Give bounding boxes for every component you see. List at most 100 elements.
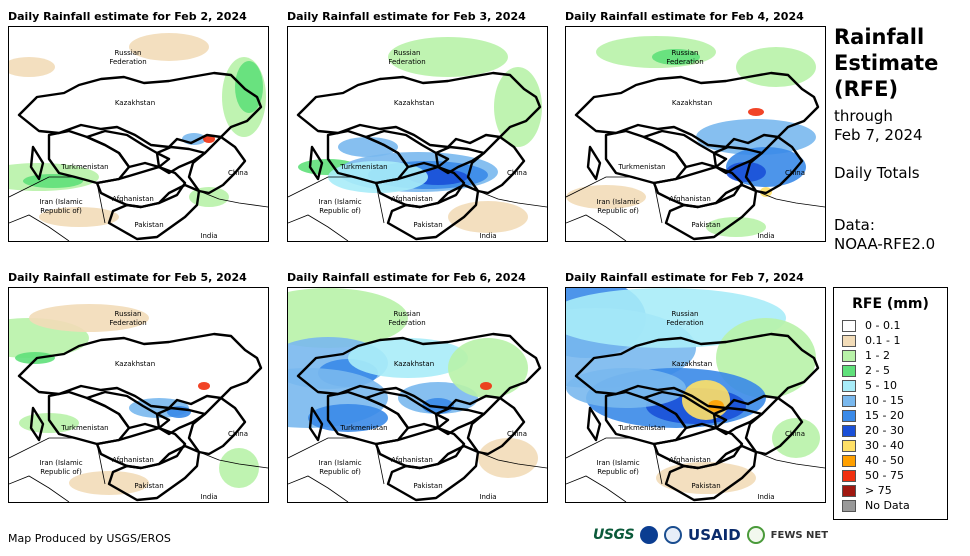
kazakhstan-border [296,332,542,410]
iran-border [9,437,106,485]
caspian-border [586,406,602,442]
rainfall-area [15,352,55,364]
rainfall-area [494,67,542,147]
label-iran: Republic of) [40,468,82,476]
panel-title: Daily Rainfall estimate for Feb 7, 2024 [565,271,804,284]
panel-title: Daily Rainfall estimate for Feb 4, 2024 [565,10,804,23]
afghanistan-border [652,165,744,209]
label-kazakhstan: Kazakhstan [672,99,712,107]
legend-label: 20 - 30 [865,424,904,437]
label-russia: Russian [115,310,142,318]
pakistan-border [107,183,201,241]
coast-line [566,475,627,502]
caspian-border [308,406,324,442]
legend-label: 0 - 0.1 [865,319,901,332]
label-pakistan: Pakistan [134,482,163,490]
legend-item: 15 - 20 [842,409,904,422]
legend-item: 30 - 40 [842,439,904,452]
legend-swatch [842,484,856,497]
india-border [198,190,268,208]
legend-swatch [842,364,856,377]
caspian-border [29,145,45,181]
coast-line [9,475,70,502]
label-pakistan: Pakistan [691,482,720,490]
label-india: India [200,232,217,240]
label-russia: Federation [388,58,425,66]
legend-swatch [842,454,856,467]
legend-swatch [842,424,856,437]
rainfall-area [480,382,492,390]
legend-swatch [842,379,856,392]
legend-label: 15 - 20 [865,409,904,422]
china-border [466,135,526,195]
afghanistan-border [374,426,466,470]
agency-logos: USGS USAID FEWS NET [593,526,828,544]
rainfall-area [235,61,263,113]
legend-swatch [842,334,856,347]
legend-label: 10 - 15 [865,394,904,407]
label-afghanistan: Afghanistan [112,456,154,464]
rainfall-map: Russian Federation Kazakhstan Turkmenist… [565,26,826,242]
iran-border [566,176,663,224]
rainfall-area [652,49,700,65]
label-china: China [507,430,527,438]
label-iran: Republic of) [597,468,639,476]
label-russia: Russian [672,49,699,57]
turkmenistan-border [326,129,410,185]
kazakhstan-border [574,71,820,149]
label-china: China [228,430,248,438]
pakistan-border [107,444,201,502]
afghanistan-border [95,426,187,470]
legend-item: 40 - 50 [842,454,904,467]
legend-label: 50 - 75 [865,469,904,482]
rainfall-area [448,338,528,398]
label-turkmenistan: Turkmenistan [617,163,665,171]
china-border [744,396,804,456]
label-turkmenistan: Turkmenistan [617,424,665,432]
label-india: India [757,232,774,240]
india-border [477,190,547,208]
rainfall-area [566,368,686,408]
iran-border [288,176,385,224]
label-kazakhstan: Kazakhstan [394,360,434,368]
label-turkmenistan: Turkmenistan [339,424,387,432]
rainfall-area [772,418,820,458]
label-iran: Republic of) [319,207,361,215]
label-iran: Iran (Islamic [596,459,639,467]
legend-item: 50 - 75 [842,469,904,482]
rainfall-map: Russian Federation Kazakhstan Turkmenist… [8,26,269,242]
label-russia: Russian [394,310,421,318]
legend-swatch [842,439,856,452]
kazakhstan-border [574,332,820,410]
rainfall-area [29,304,149,332]
afghanistan-border [374,165,466,209]
label-russia: Federation [388,319,425,327]
legend-item: 20 - 30 [842,424,904,437]
legend-item: 10 - 15 [842,394,904,407]
noaa-logo [640,526,659,544]
legend-item: 1 - 2 [842,349,890,362]
legend-item: 2 - 5 [842,364,890,377]
label-afghanistan: Afghanistan [112,195,154,203]
india-border [477,451,547,469]
data-label: Data: [834,216,875,234]
coast-line [566,214,627,241]
turkmenistan-border [604,390,688,446]
label-afghanistan: Afghanistan [669,195,711,203]
rainfall-area [748,108,764,116]
label-iran: Republic of) [40,207,82,215]
legend-label: 5 - 10 [865,379,897,392]
uzbekistan-border [85,390,171,430]
map-credit: Map Produced by USGS/EROS [8,532,171,545]
pakistan-border [386,183,480,241]
rainfall-area [182,133,206,145]
rainfall-area [736,47,816,87]
caspian-border [29,406,45,442]
label-russia: Russian [115,49,142,57]
legend-swatch [842,319,856,332]
india-border [755,190,825,208]
pakistan-border [664,183,758,241]
iran-border [9,176,106,224]
kazakhstan-border [17,71,263,149]
legend-item: > 75 [842,484,892,497]
